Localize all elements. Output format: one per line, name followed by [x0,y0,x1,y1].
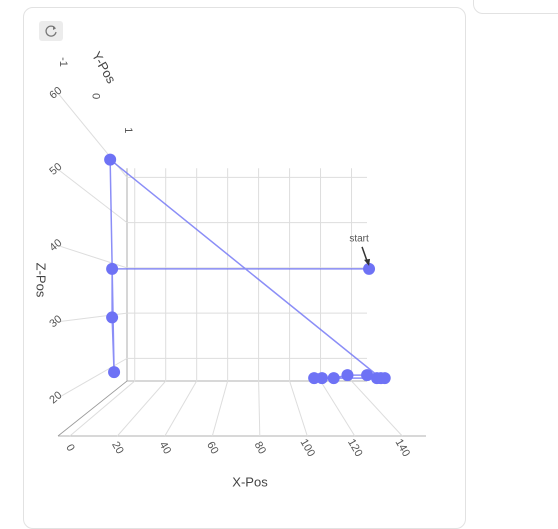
page: X-Pos Z-Pos Y-Pos 0 20 40 60 80 100 120 140 20 30… [23,0,558,529]
x-tick-label: 80 [252,440,269,457]
grid-line [116,380,167,437]
grid-line [351,380,403,437]
y-tick-label: 1 [122,127,134,133]
y-tick-label: -1 [57,57,69,67]
point [378,372,391,385]
z-tick-label: 50 [47,161,64,178]
point [104,153,117,166]
grid-line [57,169,128,224]
grid-line [258,380,261,437]
x-tick-label: 120 [345,437,365,459]
point [106,311,119,324]
grid-line [69,380,136,437]
grid-line [211,380,229,437]
point [327,372,340,385]
side-card [473,0,558,14]
x-tick-label: 100 [298,437,318,459]
point [308,372,321,385]
axis-edge [57,380,128,437]
grid-line [164,380,198,437]
y-axis-title: Y-Pos [89,49,119,87]
point [341,369,354,382]
point [363,262,376,275]
y-tick-label: 0 [90,93,102,99]
grid-line [320,380,356,437]
point [106,262,119,275]
x-tick-label: 0 [63,442,76,453]
annotation: start [349,234,369,245]
grid-line [57,245,128,269]
z-tick-label: 60 [47,85,64,102]
annotation-arrowhead [364,258,371,266]
z-axis-title: Z-Pos [34,263,49,298]
chart: X-Pos Z-Pos Y-Pos 0 20 40 60 80 100 120 1402030… [34,21,426,489]
point [361,369,374,382]
x-tick-label: 140 [393,437,413,459]
x-tick-label: 20 [109,440,126,457]
reset-icon-arrow[interactable] [53,26,56,30]
grid-line [289,380,308,437]
x-tick-label: 40 [157,440,174,457]
point [108,366,121,379]
z-tick-label: 30 [47,313,64,330]
x-axis-title: X-Pos [232,474,268,489]
z-tick-label: 40 [47,237,64,254]
x-tick-label: 60 [204,440,221,457]
reset-button[interactable] [39,21,63,41]
reset-icon[interactable] [45,25,57,37]
grid-line [57,357,128,399]
reset-button-bg[interactable] [39,21,63,41]
z-tick-label: 20 [47,389,64,406]
trace-line [109,157,385,379]
